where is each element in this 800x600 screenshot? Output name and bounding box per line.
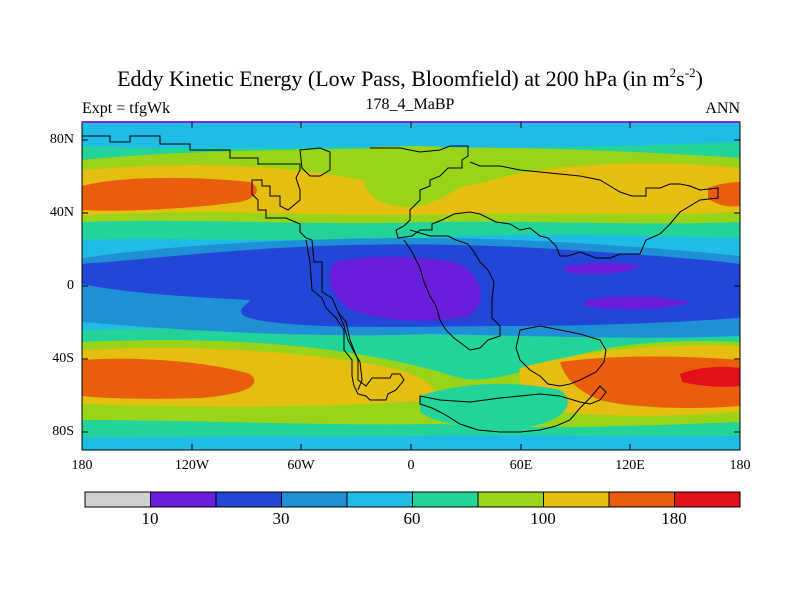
colorbar-label-180: 180 xyxy=(661,509,687,528)
contour-orange-south-east xyxy=(560,356,740,408)
coastline-north-america xyxy=(82,135,405,401)
lon-ticks xyxy=(81,122,631,450)
colorbar-box-2 xyxy=(215,491,282,508)
colorbar-label-60: 60 xyxy=(403,509,421,528)
contour-red-south-east xyxy=(680,366,740,387)
contour-yellow-north xyxy=(82,163,740,216)
lat-ticks xyxy=(82,139,740,433)
lat-label-40s: 40S xyxy=(52,351,74,366)
contour-purple-center xyxy=(329,256,481,321)
colorbar xyxy=(84,491,741,508)
lon-label-120w: 120W xyxy=(174,458,210,473)
contour-darkblue-west-edge xyxy=(82,262,134,272)
period-label: ANN xyxy=(705,100,740,117)
lon-label-120e: 120E xyxy=(615,458,645,473)
contour-cyan-polar-north xyxy=(82,122,740,149)
colorbar-box-5 xyxy=(412,491,479,508)
filled-contours xyxy=(82,122,740,450)
colorbar-label-30: 30 xyxy=(272,509,290,528)
coastline-eurasia xyxy=(370,145,719,259)
contour-orange-north-west xyxy=(82,177,257,211)
colorbar-label-100: 100 xyxy=(530,509,556,528)
run-id-label: 178_4_MaBP xyxy=(365,96,455,113)
lat-label-40n: 40N xyxy=(49,205,74,220)
colorbar-box-9 xyxy=(674,491,741,508)
lat-label-80s: 80S xyxy=(52,424,74,439)
map-title: Eddy Kinetic Energy (Low Pass, Bloomfiel… xyxy=(117,65,703,91)
contour-purple-east-north xyxy=(565,263,640,274)
colorbar-box-4 xyxy=(346,491,413,508)
coastline-africa xyxy=(403,229,501,351)
lon-label-60e: 60E xyxy=(509,458,533,473)
coastline-antarctica-fragment xyxy=(419,385,607,433)
lon-label-60w: 60W xyxy=(287,458,315,473)
colorbar-box-6 xyxy=(477,491,544,508)
colorbar-box-7 xyxy=(543,491,610,508)
coastline-australia xyxy=(515,325,607,387)
colorbar-box-8 xyxy=(608,491,675,508)
lon-label-180w: 180 xyxy=(71,458,93,473)
coastlines xyxy=(82,135,719,433)
coastline-greenland xyxy=(299,147,331,177)
colorbar-box-3 xyxy=(281,491,348,508)
colorbar-box-0 xyxy=(84,491,151,508)
lon-label-0: 0 xyxy=(407,458,415,473)
contour-purple-east-south xyxy=(585,296,690,310)
colorbar-box-1 xyxy=(150,491,217,508)
lon-label-180e: 180 xyxy=(729,458,751,473)
contour-orange-south-west xyxy=(82,358,255,399)
colorbar-label-10: 10 xyxy=(141,509,159,528)
coastline-south-america xyxy=(337,311,363,391)
contour-green-asia xyxy=(360,144,472,207)
lat-label-equator: 0 xyxy=(67,278,74,293)
lat-label-80n: 80N xyxy=(49,132,74,147)
experiment-label: Expt = tfgWk xyxy=(82,100,171,117)
contour-cyan-polar-south xyxy=(82,435,740,450)
